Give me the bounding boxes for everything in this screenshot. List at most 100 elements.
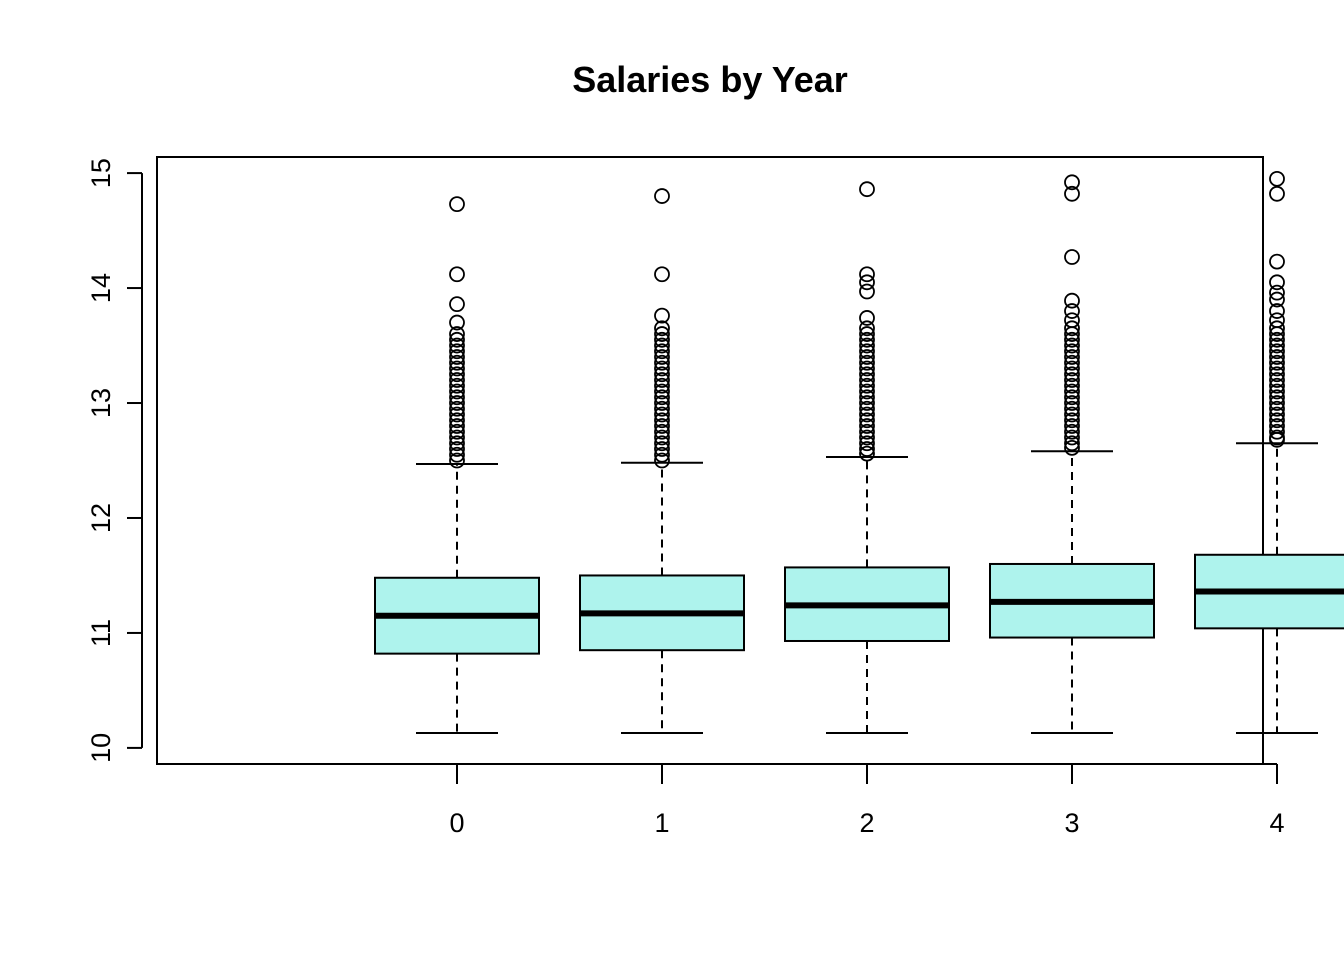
outlier-point: [1269, 326, 1285, 342]
outlier-point: [859, 337, 875, 354]
outlier-point: [1064, 185, 1080, 202]
outlier-point: [449, 372, 465, 388]
outlier-point: [1064, 372, 1080, 388]
outlier-point: [1269, 377, 1285, 394]
x-axis: 0 1 2 3 4: [449, 763, 1285, 838]
outlier-point: [449, 314, 465, 331]
outlier-point: [449, 349, 465, 365]
outlier-point: [449, 377, 465, 394]
outlier-point: [449, 360, 465, 377]
x-tick-label: 2: [859, 808, 874, 838]
outlier-point: [654, 366, 670, 383]
outlier-point: [1064, 423, 1080, 440]
outlier-point: [859, 283, 875, 300]
outlier-point: [859, 377, 875, 394]
outlier-point: [449, 441, 465, 457]
y-tick-label: 10: [86, 733, 116, 763]
outlier-point: [449, 196, 465, 213]
outlier-point: [1269, 412, 1285, 429]
outlier-point: [1064, 337, 1080, 354]
outlier-point: [859, 320, 875, 337]
outlier-point: [1269, 423, 1285, 440]
outlier-point: [449, 326, 465, 342]
outlier-point: [859, 331, 875, 348]
outlier-point: [654, 360, 670, 377]
outlier-point: [1064, 383, 1080, 400]
box-group-0: [374, 196, 540, 734]
outlier-point: [859, 445, 875, 462]
outlier-point: [859, 274, 875, 291]
outlier-point: [1269, 284, 1285, 301]
outlier-point: [859, 400, 875, 417]
outlier-point: [859, 372, 875, 388]
outlier-point: [1064, 349, 1080, 365]
outlier-point: [654, 188, 670, 204]
outlier-point: [1269, 253, 1285, 270]
outlier-point: [1064, 366, 1080, 383]
outlier-point: [859, 360, 875, 377]
outlier-point: [449, 366, 465, 383]
outlier-point: [1064, 439, 1080, 456]
y-tick-label: 12: [86, 503, 116, 533]
outlier-point: [1269, 303, 1285, 319]
outlier-point: [859, 310, 875, 326]
plot-frame: [156, 156, 1264, 765]
outlier-point: [654, 400, 670, 417]
outlier-point: [859, 412, 875, 429]
outlier-point: [449, 423, 465, 440]
outlier-point: [859, 343, 875, 360]
outlier-point: [859, 389, 875, 406]
outlier-point: [859, 395, 875, 411]
y-tick-label: 14: [86, 273, 116, 303]
outlier-point: [1064, 435, 1080, 452]
outlier-point: [654, 331, 670, 348]
boxplot-series: [374, 170, 1344, 734]
outlier-point: [859, 418, 875, 434]
outlier-point: [859, 383, 875, 400]
outlier-point: [449, 412, 465, 429]
outlier-point: [1064, 429, 1080, 446]
outlier-point: [1064, 292, 1080, 309]
outlier-point: [1064, 331, 1080, 348]
outlier-point: [449, 331, 465, 348]
outlier-point: [654, 435, 670, 452]
y-axis: 10 11 12 13 14 15: [86, 158, 143, 763]
outlier-point: [859, 181, 875, 198]
outlier-point: [859, 266, 875, 283]
outlier-point: [654, 412, 670, 429]
outlier-point: [449, 266, 465, 283]
outlier-point: [1269, 343, 1285, 360]
outlier-point: [859, 441, 875, 457]
outlier-point: [654, 320, 670, 337]
outlier-point: [449, 435, 465, 452]
outlier-point: [654, 266, 670, 283]
outlier-point: [449, 296, 465, 313]
outlier-point: [449, 452, 465, 469]
box-group-3: [989, 174, 1155, 734]
x-tick-label: 0: [449, 808, 464, 838]
outlier-point: [654, 418, 670, 434]
box-group-4: [1194, 170, 1344, 734]
outlier-point: [449, 429, 465, 446]
outlier-point: [654, 406, 670, 423]
outlier-point: [449, 354, 465, 371]
outlier-point: [859, 429, 875, 446]
outlier-point: [654, 423, 670, 440]
outlier-point: [654, 307, 670, 324]
outlier-point: [449, 343, 465, 360]
box-group-2: [784, 181, 950, 734]
outlier-point: [1064, 377, 1080, 394]
outlier-point: [859, 406, 875, 423]
outlier-point: [654, 349, 670, 365]
outlier-point: [1269, 274, 1285, 291]
x-tick-label: 3: [1064, 808, 1079, 838]
outlier-point: [1269, 337, 1285, 354]
outlier-point: [1269, 360, 1285, 377]
outlier-point: [1064, 389, 1080, 406]
outlier-point: [859, 366, 875, 383]
outlier-point: [449, 395, 465, 411]
outlier-point: [654, 389, 670, 406]
outlier-point: [1064, 303, 1080, 319]
outlier-point: [1269, 372, 1285, 388]
